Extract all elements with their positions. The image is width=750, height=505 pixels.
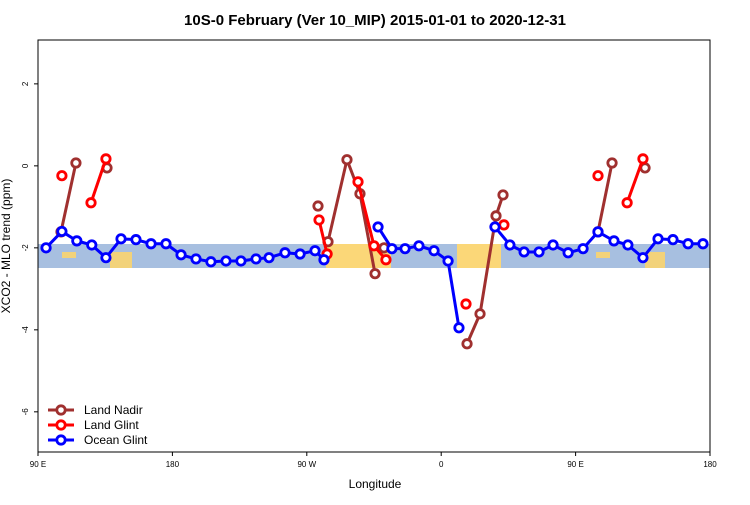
- data-point: [368, 240, 380, 252]
- land-strip: [457, 244, 501, 268]
- y-tick-label: -4: [21, 326, 30, 334]
- data-point: [86, 239, 98, 251]
- land-strip: [596, 252, 610, 258]
- data-point: [56, 170, 68, 182]
- data-point: [622, 239, 634, 251]
- data-point: [667, 234, 679, 246]
- y-tick-label: -2: [21, 244, 30, 252]
- data-point: [100, 153, 112, 165]
- land-strip: [62, 252, 76, 258]
- data-point: [40, 242, 52, 254]
- data-point: [460, 298, 472, 310]
- x-tick-label: 90 E: [30, 460, 46, 469]
- data-point: [369, 268, 381, 280]
- data-point: [606, 157, 618, 169]
- data-point: [637, 153, 649, 165]
- data-point: [70, 157, 82, 169]
- data-point: [453, 322, 465, 334]
- data-point: [115, 233, 127, 245]
- land-strip: [645, 252, 665, 268]
- data-point: [577, 243, 589, 255]
- x-tick-label: 180: [703, 460, 717, 469]
- data-point: [372, 221, 384, 233]
- data-point: [608, 235, 620, 247]
- data-point: [497, 189, 509, 201]
- data-point: [592, 170, 604, 182]
- x-tick-label: 90 E: [567, 460, 583, 469]
- y-axis-label: XCO2 - MLO trend (ppm): [0, 179, 13, 314]
- x-axis-label: Longitude: [349, 477, 402, 491]
- data-point: [490, 210, 502, 222]
- data-point: [637, 252, 649, 264]
- data-point: [145, 238, 157, 250]
- data-point: [489, 221, 501, 233]
- legend-label: Ocean Glint: [84, 433, 148, 447]
- data-point: [85, 197, 97, 209]
- x-tick-label: 90 W: [297, 460, 316, 469]
- data-point: [294, 248, 306, 260]
- x-tick-label: 180: [166, 460, 180, 469]
- plot-frame: [37, 39, 711, 453]
- data-point: [498, 219, 510, 231]
- data-point: [380, 254, 392, 266]
- data-point: [697, 238, 709, 250]
- data-point: [309, 245, 321, 257]
- data-point: [235, 255, 247, 267]
- legend-marker: [55, 419, 67, 431]
- data-point: [621, 197, 633, 209]
- data-point: [56, 225, 68, 238]
- x-tick-label: 0: [439, 460, 444, 469]
- data-point: [682, 238, 694, 250]
- data-point: [341, 154, 353, 166]
- y-tick-label: 0: [21, 163, 30, 168]
- data-point: [318, 254, 330, 266]
- y-tick-label: -6: [21, 408, 30, 416]
- legend-marker: [55, 434, 67, 446]
- data-point: [220, 255, 232, 267]
- data-point: [313, 214, 325, 226]
- chart-title: 10S-0 February (Ver 10_MIP) 2015-01-01 t…: [184, 12, 566, 29]
- data-point: [504, 239, 516, 251]
- data-point: [399, 243, 411, 255]
- data-point: [562, 247, 574, 259]
- legend-label: Land Glint: [84, 418, 139, 432]
- data-point: [428, 245, 440, 257]
- data-point: [100, 252, 112, 264]
- data-point: [130, 234, 142, 246]
- series-line: [89, 158, 645, 261]
- land-strip: [110, 252, 132, 268]
- legend-marker: [55, 404, 67, 416]
- data-point: [592, 226, 604, 238]
- data-point: [160, 238, 172, 250]
- data-point: [652, 233, 664, 245]
- data-point: [250, 253, 262, 265]
- data-point: [190, 253, 202, 265]
- data-point: [386, 243, 398, 255]
- data-point: [547, 239, 559, 251]
- data-point: [461, 338, 473, 350]
- data-point: [205, 256, 217, 268]
- data-point: [474, 308, 486, 320]
- legend-label: Land Nadir: [84, 403, 143, 417]
- data-point: [312, 200, 324, 212]
- data-point: [533, 246, 545, 258]
- data-point: [263, 252, 275, 264]
- data-point: [352, 176, 364, 188]
- data-point: [175, 249, 187, 261]
- data-point: [518, 246, 530, 258]
- data-point: [413, 240, 425, 252]
- data-point: [71, 235, 83, 247]
- y-tick-label: 2: [21, 81, 30, 86]
- data-point: [279, 247, 291, 259]
- data-point: [442, 255, 454, 267]
